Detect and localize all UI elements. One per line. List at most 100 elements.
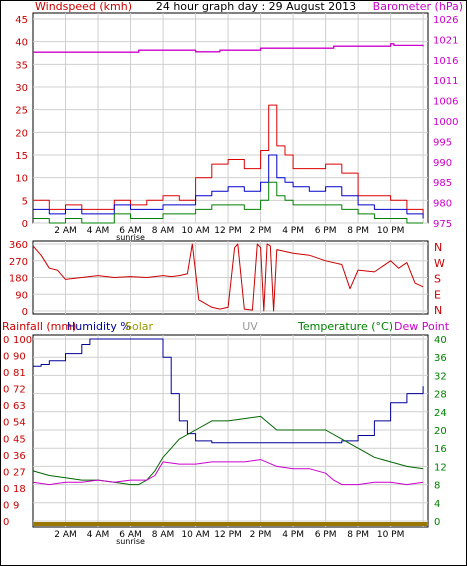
humidity-tick-label: 18 — [13, 484, 26, 495]
temperature-tick-label: 0 — [434, 517, 440, 528]
temperature-tick-label: 24 — [434, 408, 447, 419]
rain-tick-label: 0 — [3, 517, 9, 528]
rain-tick-label: 0 — [3, 500, 9, 511]
dewpoint-line — [32, 459, 424, 486]
sunrise-label: sunrise — [116, 233, 145, 242]
dewpoint-label: Dew Point — [394, 320, 450, 333]
humidity-tick-label: 72 — [13, 385, 26, 396]
x-tick-label: 8 AM — [152, 226, 175, 236]
data-series — [32, 43, 427, 526]
compass-label: E — [434, 288, 441, 301]
humidity-tick-label: 9 — [13, 500, 19, 511]
humidity-tick-label: 45 — [13, 434, 26, 445]
windspeed-axis-label: Windspeed (kmh) — [35, 0, 132, 13]
wind-tick-label: 0 — [22, 219, 28, 230]
humidity-tick-label: 54 — [13, 418, 26, 429]
wind-tick-label: 10 — [15, 174, 28, 185]
rain-tick-label: 0 — [3, 418, 9, 429]
barometer-tick-label: 1026 — [433, 15, 458, 26]
x-tick-label: 4 AM — [87, 530, 110, 540]
barometer-tick-label: 995 — [433, 137, 452, 148]
bottom-plot-frame — [32, 334, 429, 528]
direction-line — [32, 243, 424, 312]
x-tick-label: 6 PM — [315, 226, 337, 236]
wind_low-line — [33, 181, 424, 224]
humidity-tick-label: 81 — [13, 368, 26, 379]
temperature-tick-label: 16 — [434, 444, 447, 455]
wind-plot-frame — [32, 12, 429, 224]
barometer-tick-label: 990 — [433, 158, 452, 169]
barometer-tick-label: 1006 — [433, 97, 458, 108]
wind-tick-label: 5 — [22, 196, 28, 207]
x-tick-label: 2 AM — [54, 530, 77, 540]
humidity-tick-label: 100 — [13, 335, 32, 346]
uv-label: UV — [242, 320, 258, 333]
direction-tick-label: 90 — [15, 290, 28, 301]
x-tick-label: 8 AM — [152, 530, 175, 540]
x-tick-label: 8 PM — [347, 530, 369, 540]
wind-tick-label: 15 — [15, 151, 28, 162]
wind-tick-label: 40 — [15, 38, 28, 49]
direction-tick-label: 0 — [22, 307, 28, 318]
temperature-label: Temperature (°C) — [297, 320, 393, 333]
humidity-line — [33, 338, 424, 444]
barometer-line — [33, 43, 424, 53]
axis-ticks: 2 AM 2 AM 4 AM 4 AM 6 AM 6 AM 8 AM 8 AM 10 AM 10 … — [3, 15, 458, 546]
x-tick-label: 6 AM — [119, 226, 142, 236]
wind-tick-label: 30 — [15, 83, 28, 94]
direction-tick-label: 180 — [9, 274, 28, 285]
rain-tick-label: 0 — [3, 352, 9, 363]
rain-tick-label: 0 — [3, 484, 9, 495]
humidity-label: Humidity % — [67, 320, 131, 333]
barometer-tick-label: 1011 — [433, 76, 458, 87]
x-tick-label: 10 AM — [181, 530, 209, 540]
x-tick-label: 4 PM — [282, 226, 304, 236]
compass-label: N — [434, 304, 442, 317]
x-tick-label: 2 AM — [54, 226, 77, 236]
rain-tick-label: 0 — [3, 368, 9, 379]
barometer-tick-label: 980 — [433, 199, 452, 210]
humidity-tick-label: 27 — [13, 467, 26, 478]
temperature-tick-label: 40 — [434, 335, 447, 346]
x-tick-label: 12 PM — [214, 226, 242, 236]
rain-tick-label: 0 — [3, 335, 9, 346]
x-tick-label: 6 AM — [119, 530, 142, 540]
rain-tick-label: 0 — [3, 385, 9, 396]
x-tick-label: 10 PM — [377, 226, 405, 236]
direction-tick-label: 270 — [9, 257, 28, 268]
x-tick-label: 4 AM — [87, 226, 110, 236]
rainfall-bar — [34, 522, 427, 526]
temperature-tick-label: 8 — [434, 481, 440, 492]
rain-tick-label: 0 — [3, 401, 9, 412]
rain-tick-label: 0 — [3, 467, 9, 478]
x-tick-label: 4 PM — [282, 530, 304, 540]
wind-tick-label: 25 — [15, 106, 28, 117]
humidity-tick-label: 90 — [13, 352, 26, 363]
direction-tick-label: 360 — [9, 240, 28, 251]
rain-tick-label: 0 — [3, 434, 9, 445]
wind-tick-label: 35 — [15, 60, 28, 71]
temperature-tick-label: 4 — [434, 499, 440, 510]
barometer-tick-label: 985 — [433, 178, 452, 189]
humidity-tick-label: 63 — [13, 401, 26, 412]
barometer-axis-label: Barometer (hPa) — [373, 0, 463, 13]
temperature-tick-label: 20 — [434, 426, 447, 437]
temperature-tick-label: 36 — [434, 353, 447, 364]
barometer-tick-label: 1021 — [433, 35, 458, 46]
wind-tick-label: 20 — [15, 128, 28, 139]
sunrise-label: sunrise — [116, 537, 145, 546]
compass-label: W — [434, 257, 445, 270]
humidity-tick-label: 36 — [13, 451, 26, 462]
barometer-tick-label: 975 — [433, 219, 452, 230]
chart-title: 24 hour graph day : 29 August 2013 — [156, 0, 356, 13]
x-tick-label: 6 PM — [315, 530, 337, 540]
x-tick-label: 8 PM — [347, 226, 369, 236]
x-tick-label: 10 AM — [181, 226, 209, 236]
wind-tick-label: 45 — [15, 15, 28, 26]
solar-label: Solar — [125, 320, 154, 333]
temperature-tick-label: 12 — [434, 462, 447, 473]
barometer-tick-label: 1016 — [433, 56, 458, 67]
compass-label: N — [434, 241, 442, 254]
